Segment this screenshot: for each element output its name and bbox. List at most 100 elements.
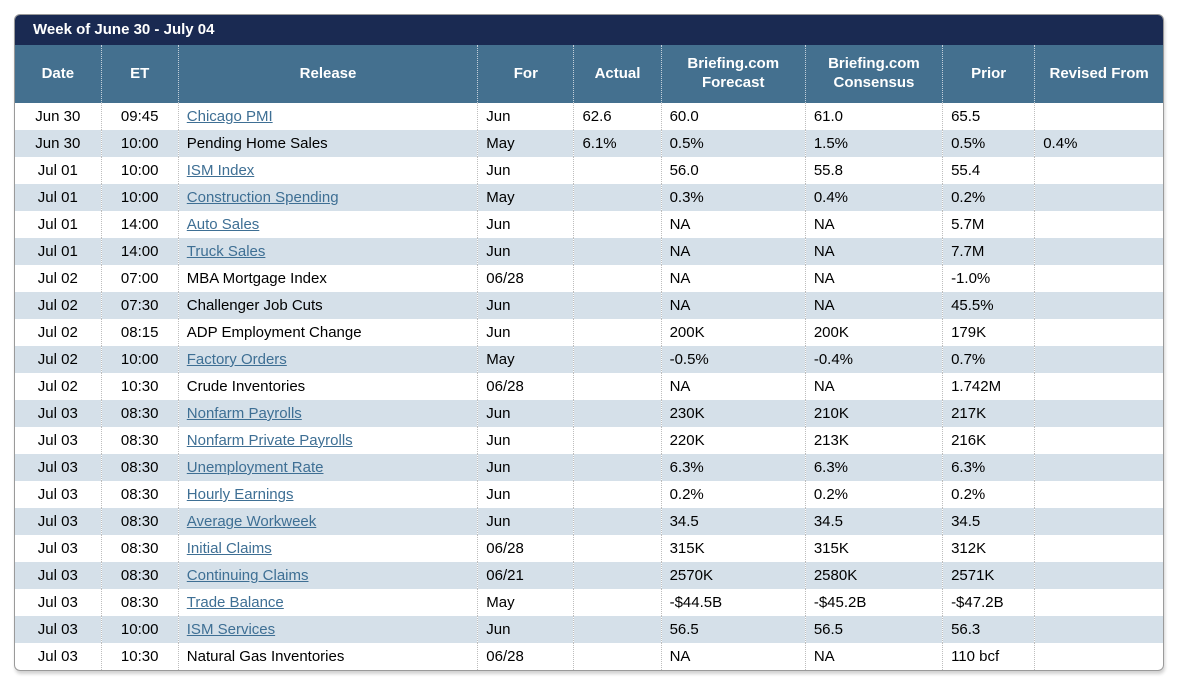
cell-prior: 34.5 <box>942 508 1035 535</box>
cell-release: Continuing Claims <box>177 562 478 589</box>
cell-et: 10:00 <box>100 346 179 373</box>
cell-consensus: 55.8 <box>804 157 943 184</box>
column-header-revised: Revised From <box>1034 45 1163 103</box>
release-link[interactable]: Initial Claims <box>186 540 272 557</box>
release-link[interactable]: Auto Sales <box>186 216 260 233</box>
table-row: Jul 03 10:00 ISM Services Jun 56.5 56.5 56.3 <box>15 616 1163 643</box>
cell-actual <box>573 643 662 670</box>
cell-revised: 0.4% <box>1034 130 1163 157</box>
table-row: Jul 02 10:30 Crude Inventories 06/28 NA NA 1.7… <box>15 373 1163 400</box>
cell-date: Jul 02 <box>15 292 102 319</box>
cell-prior: 5.7M <box>942 211 1035 238</box>
cell-revised <box>1034 535 1163 562</box>
table-row: Jul 01 14:00 Auto Sales Jun NA NA 5.7M <box>15 211 1163 238</box>
cell-prior: 179K <box>942 319 1035 346</box>
cell-revised <box>1034 238 1163 265</box>
cell-prior: 0.7% <box>942 346 1035 373</box>
cell-release: Hourly Earnings <box>177 481 478 508</box>
cell-date: Jul 03 <box>15 400 102 427</box>
cell-date: Jul 01 <box>37 162 78 179</box>
cell-revised <box>1034 508 1163 535</box>
cell-consensus: NA <box>804 373 943 400</box>
cell-for: Jun <box>477 292 574 319</box>
release-link[interactable]: ISM Index <box>186 162 255 179</box>
cell-revised <box>1034 319 1163 346</box>
cell-for: May <box>477 346 574 373</box>
table-row: Jul 01 10:00 ISM Index Jun 56.0 55.8 55.4 <box>15 157 1163 184</box>
cell-for: Jun <box>477 427 574 454</box>
cell-release: Crude Inventories <box>177 373 478 400</box>
cell-forecast: 56.5 <box>660 616 806 643</box>
column-header-for: For <box>477 45 574 103</box>
release-link[interactable]: Average Workweek <box>186 513 317 530</box>
release-link[interactable]: Nonfarm Private Payrolls <box>186 432 353 449</box>
cell-prior: 216K <box>942 427 1035 454</box>
cell-for: May <box>477 589 574 616</box>
cell-date: Jun 30 <box>35 108 81 125</box>
cell-revised <box>1034 211 1163 238</box>
cell-prior: 65.5 <box>942 103 1035 130</box>
release-link[interactable]: Continuing Claims <box>186 567 309 584</box>
cell-actual <box>573 319 662 346</box>
table-row: Jul 03 08:30 Unemployment Rate Jun 6.3% 6.3% 6… <box>15 454 1163 481</box>
cell-et: 08:30 <box>100 427 179 454</box>
release-link[interactable]: Unemployment Rate <box>186 459 324 476</box>
cell-for: May <box>477 130 574 157</box>
cell-consensus: 213K <box>804 427 943 454</box>
cell-release: Average Workweek <box>177 508 478 535</box>
cell-revised <box>1034 373 1163 400</box>
cell-actual <box>573 616 662 643</box>
cell-date: Jul 01 <box>15 238 102 265</box>
cell-date: Jul 02 <box>37 324 78 341</box>
cell-et: 14:00 <box>100 238 179 265</box>
cell-et: 07:30 <box>100 292 179 319</box>
cell-date: Jul 02 <box>37 378 78 395</box>
cell-et: 09:45 <box>100 103 179 130</box>
release-link[interactable]: Nonfarm Payrolls <box>186 405 302 422</box>
table-row: Jul 03 08:30 Nonfarm Private Payrolls Jun 22… <box>15 427 1163 454</box>
column-header-actual: Actual <box>573 45 662 103</box>
cell-revised <box>1034 427 1163 454</box>
table-row: Jul 01 14:00 Truck Sales Jun NA NA 7.7M <box>15 238 1163 265</box>
cell-et: 08:30 <box>100 481 179 508</box>
cell-et: 08:30 <box>100 535 179 562</box>
cell-consensus: 34.5 <box>804 508 943 535</box>
release-link[interactable]: Hourly Earnings <box>186 486 294 503</box>
cell-consensus: 315K <box>804 535 943 562</box>
cell-release: ISM Index <box>177 157 478 184</box>
cell-consensus: NA <box>804 265 943 292</box>
cell-forecast: 220K <box>660 427 806 454</box>
table-row: Jul 02 07:00 MBA Mortgage Index 06/28 NA NA -1… <box>15 265 1163 292</box>
release-link[interactable]: Factory Orders <box>186 351 287 368</box>
cell-for: 06/28 <box>477 643 574 670</box>
cell-forecast: 56.0 <box>660 157 806 184</box>
cell-revised <box>1034 292 1163 319</box>
cell-forecast: -$44.5B <box>660 589 806 616</box>
cell-date: Jul 02 <box>15 346 102 373</box>
cell-prior: 312K <box>942 535 1035 562</box>
cell-date: Jul 03 <box>15 616 102 643</box>
release-link[interactable]: Trade Balance <box>186 594 284 611</box>
cell-actual <box>573 346 662 373</box>
cell-consensus: 1.5% <box>804 130 943 157</box>
cell-for: May <box>477 184 574 211</box>
cell-prior: 0.5% <box>942 130 1035 157</box>
cell-release: Unemployment Rate <box>177 454 478 481</box>
cell-forecast: 60.0 <box>660 103 806 130</box>
cell-release: MBA Mortgage Index <box>177 265 478 292</box>
economic-calendar-table: Date ET Release For Actual Briefing.com Forec… <box>15 45 1163 670</box>
cell-date: Jul 01 <box>15 184 102 211</box>
header-row: Date ET Release For Actual Briefing.com Forec… <box>15 45 1163 103</box>
cell-consensus: -0.4% <box>804 346 943 373</box>
release-link[interactable]: Truck Sales <box>186 243 266 260</box>
cell-forecast: NA <box>660 211 806 238</box>
column-header-prior: Prior <box>942 45 1035 103</box>
release-link[interactable]: ISM Services <box>186 621 276 638</box>
release-link[interactable]: Chicago PMI <box>186 108 273 125</box>
table-row: Jul 03 08:30 Average Workweek Jun 34.5 34.5 34… <box>15 508 1163 535</box>
release-link[interactable]: Construction Spending <box>186 189 339 206</box>
cell-revised <box>1034 157 1163 184</box>
cell-release: Nonfarm Payrolls <box>177 400 478 427</box>
cell-et: 08:30 <box>100 589 179 616</box>
week-title: Week of June 30 - July 04 <box>33 21 215 38</box>
